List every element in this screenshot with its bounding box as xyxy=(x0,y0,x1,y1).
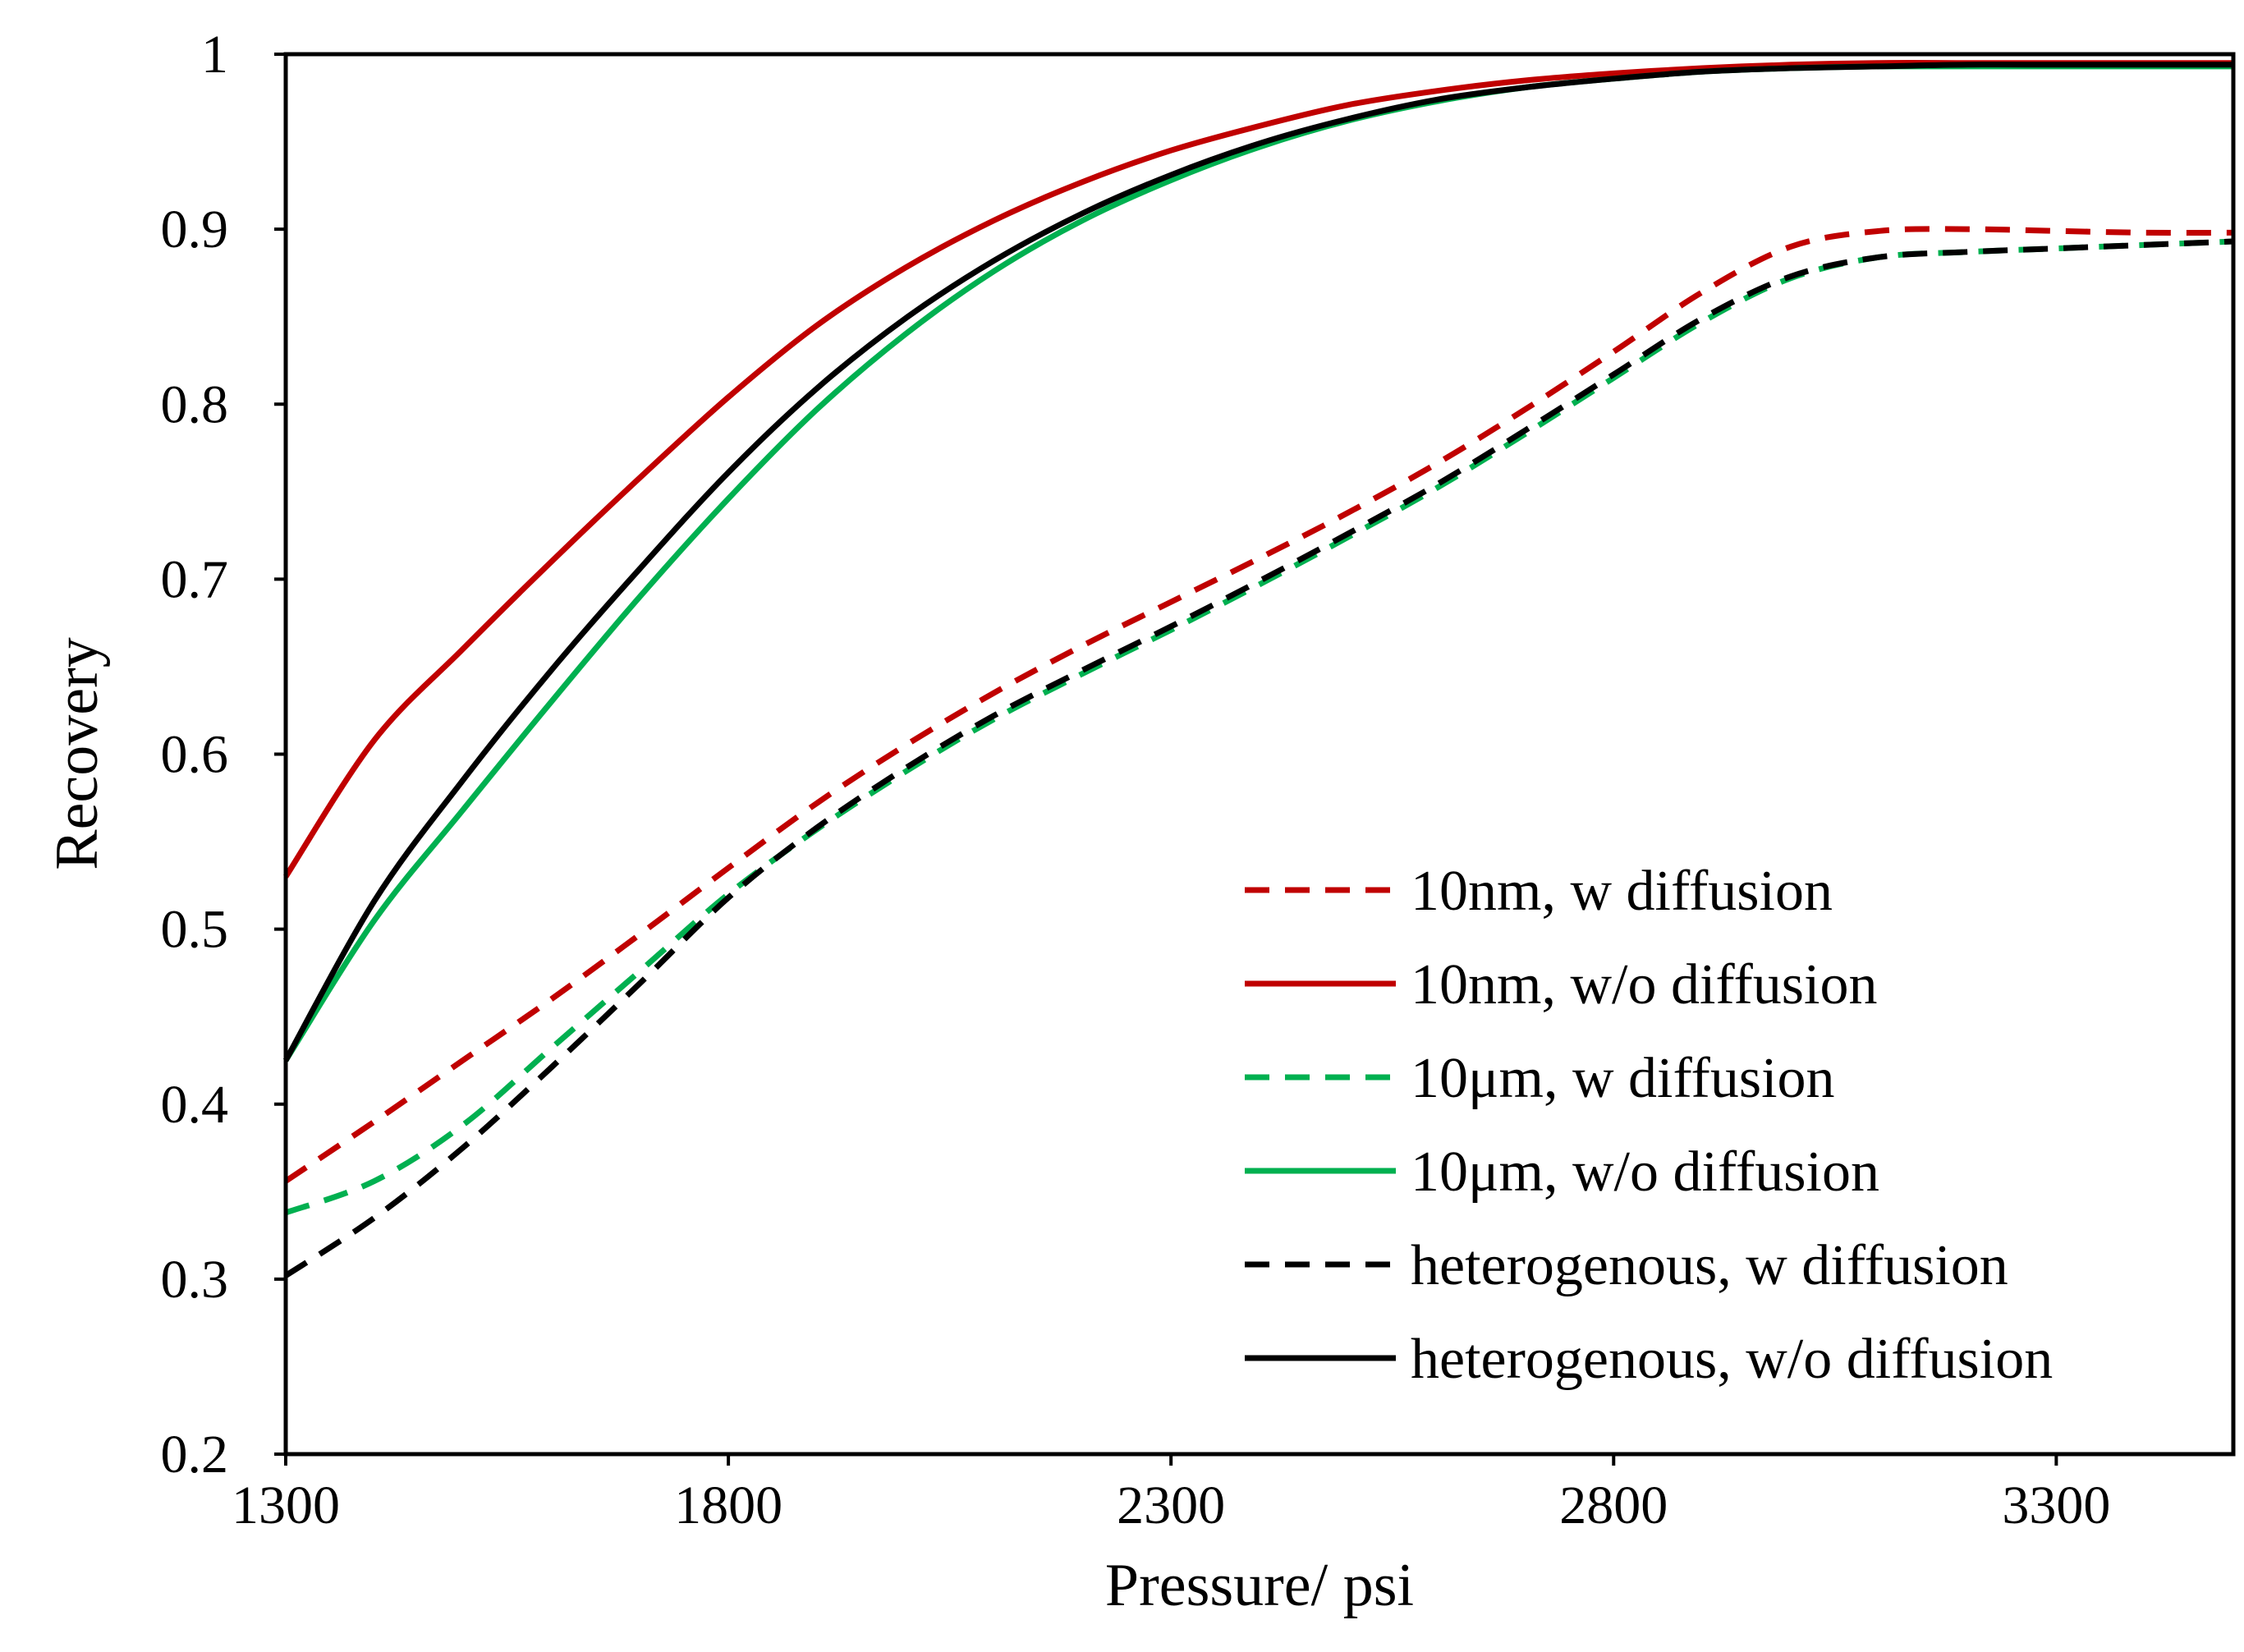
y-tick-label: 0.5 xyxy=(161,900,229,960)
legend-label-10nm-w-o-diffusion: 10nm, w/o diffusion xyxy=(1411,953,1877,1016)
legend-label-10um-w-o-diffusion: 10μm, w/o diffusion xyxy=(1411,1140,1879,1204)
legend-label-heterogenous-w-o-diffusion: heterogenous, w/o diffusion xyxy=(1411,1328,2053,1391)
y-axis-ticks: 0.2 0.3 0.4 0.5 0.6 0.7 0.8 0.9 1 xyxy=(161,25,286,1485)
x-tick-label: 1300 xyxy=(232,1475,340,1535)
series-line-heterogenous-w-o-diffusion xyxy=(282,62,2233,1062)
x-axis-title: Pressure/ psi xyxy=(1105,1552,1414,1619)
y-tick-label: 0.3 xyxy=(161,1250,229,1310)
y-tick-label: 0.2 xyxy=(161,1425,229,1485)
x-tick-label: 3300 xyxy=(2002,1475,2110,1535)
legend-label-10nm-w-diffusion: 10nm, w diffusion xyxy=(1411,860,1833,923)
legend: 10nm, w diffusion 10nm, w/o diffusion 10μm… xyxy=(1245,860,2053,1391)
y-tick-label: 0.8 xyxy=(161,374,229,434)
y-tick-label: 0.9 xyxy=(161,200,229,259)
legend-label-heterogenous-w-diffusion: heterogenous, w diffusion xyxy=(1411,1234,2008,1297)
x-tick-label: 1800 xyxy=(674,1475,782,1535)
series-layer xyxy=(282,60,2234,1278)
y-axis-title: Recovery xyxy=(44,637,111,870)
y-tick-label: 0.4 xyxy=(161,1075,229,1135)
series-line-10nm-w-o-diffusion xyxy=(283,60,2233,879)
series-line-heterogenous-w-diffusion xyxy=(284,238,2234,1278)
x-tick-label: 2800 xyxy=(1559,1475,1668,1535)
legend-label-10um-w-diffusion: 10μm, w diffusion xyxy=(1411,1047,1835,1110)
y-tick-label: 0.7 xyxy=(161,549,229,609)
x-tick-label: 2300 xyxy=(1117,1475,1225,1535)
x-axis-ticks: 1300 1800 2300 2800 3300 xyxy=(232,1454,2110,1535)
series-line-10nm-w-diffusion xyxy=(284,226,2234,1184)
y-tick-label: 0.6 xyxy=(161,725,229,785)
y-tick-label: 1 xyxy=(201,25,228,85)
